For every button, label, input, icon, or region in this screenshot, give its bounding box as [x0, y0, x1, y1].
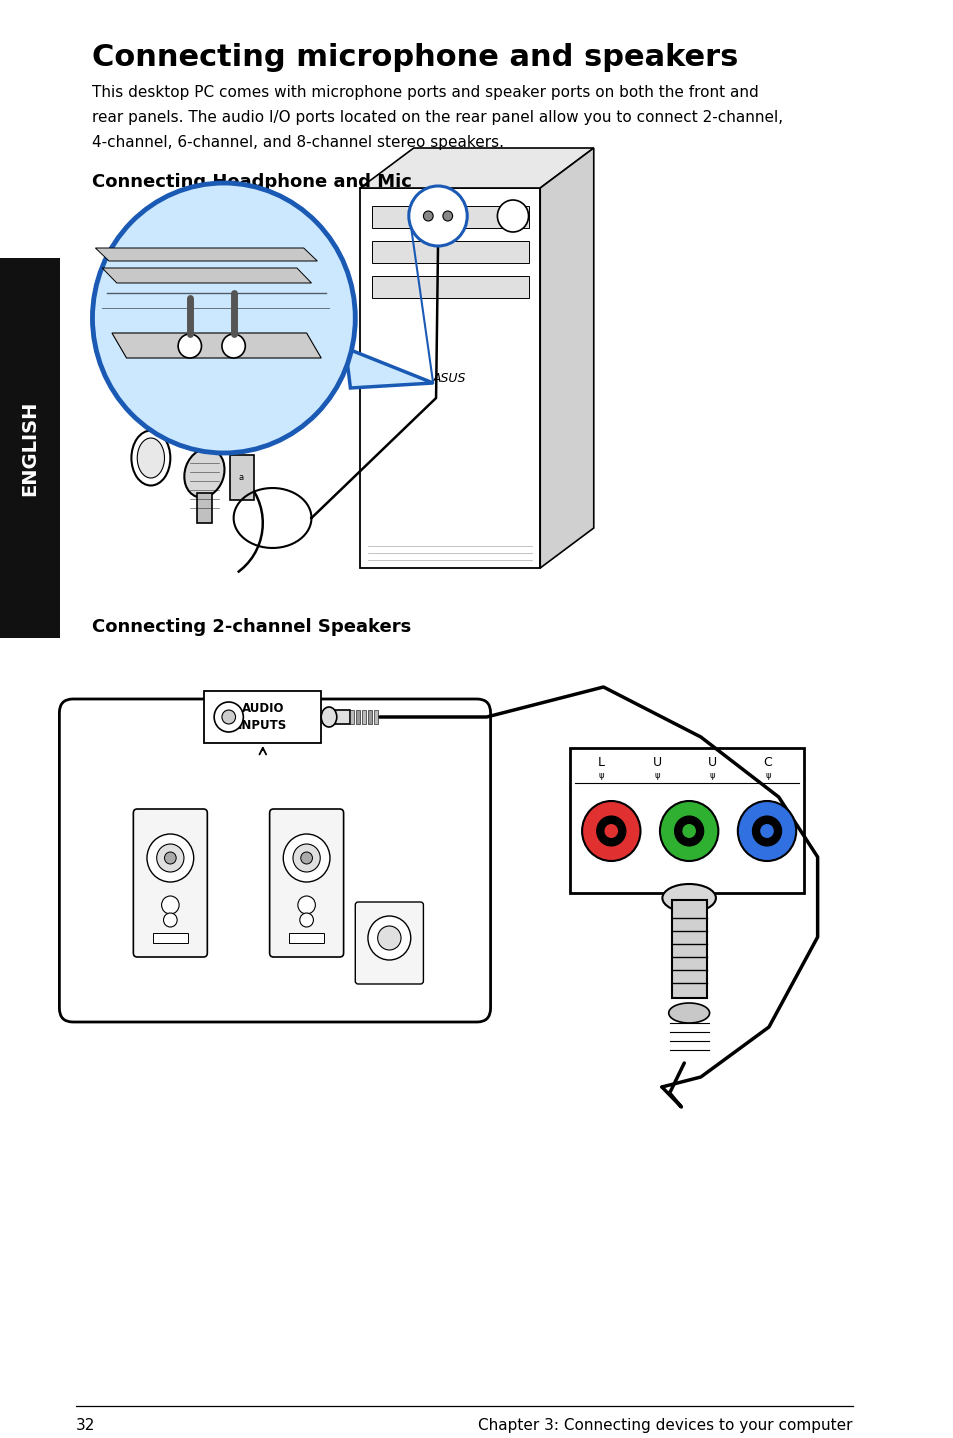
- Text: U: U: [652, 755, 660, 768]
- Circle shape: [737, 801, 796, 861]
- Text: ψ: ψ: [654, 772, 659, 781]
- Text: Connecting 2-channel Speakers: Connecting 2-channel Speakers: [92, 618, 412, 636]
- Ellipse shape: [132, 430, 171, 486]
- Circle shape: [213, 702, 243, 732]
- FancyBboxPatch shape: [133, 810, 207, 958]
- Polygon shape: [539, 148, 593, 568]
- Circle shape: [760, 824, 773, 838]
- Polygon shape: [362, 710, 366, 723]
- Text: ENGLISH: ENGLISH: [21, 400, 40, 496]
- Bar: [196, 493, 212, 523]
- Circle shape: [681, 824, 696, 838]
- Text: ψ: ψ: [764, 772, 770, 781]
- Polygon shape: [368, 710, 372, 723]
- Text: ψ: ψ: [598, 772, 603, 781]
- Circle shape: [581, 801, 639, 861]
- Text: C: C: [762, 755, 772, 768]
- Ellipse shape: [661, 884, 715, 912]
- Text: Connecting microphone and speakers: Connecting microphone and speakers: [92, 43, 738, 72]
- Text: Chapter 3: Connecting devices to your computer: Chapter 3: Connecting devices to your co…: [477, 1418, 852, 1434]
- Circle shape: [423, 211, 433, 221]
- Circle shape: [596, 815, 625, 846]
- Bar: [204, 692, 321, 743]
- Polygon shape: [355, 710, 360, 723]
- Circle shape: [161, 896, 179, 915]
- Circle shape: [752, 815, 781, 846]
- Circle shape: [368, 916, 411, 961]
- Bar: [671, 900, 706, 998]
- Polygon shape: [95, 247, 317, 262]
- Circle shape: [604, 824, 618, 838]
- Bar: [372, 206, 528, 229]
- Circle shape: [300, 851, 313, 864]
- Circle shape: [147, 834, 193, 881]
- Text: ASUS: ASUS: [433, 371, 466, 384]
- Polygon shape: [112, 334, 321, 358]
- Circle shape: [299, 913, 314, 928]
- Text: AUDIO
INPUTS: AUDIO INPUTS: [238, 702, 287, 732]
- Bar: [152, 933, 188, 943]
- Polygon shape: [350, 710, 354, 723]
- Polygon shape: [102, 267, 311, 283]
- Text: 4-channel, 6-channel, and 8-channel stereo speakers.: 4-channel, 6-channel, and 8-channel ster…: [92, 135, 504, 150]
- Text: ψ: ψ: [709, 772, 715, 781]
- Polygon shape: [345, 348, 433, 388]
- Bar: [289, 933, 324, 943]
- Ellipse shape: [321, 707, 336, 728]
- Text: U: U: [707, 755, 717, 768]
- Circle shape: [659, 801, 718, 861]
- Text: 32: 32: [76, 1418, 95, 1434]
- Circle shape: [283, 834, 330, 881]
- Text: L: L: [598, 755, 604, 768]
- Bar: [0, 257, 60, 638]
- Circle shape: [164, 851, 176, 864]
- Circle shape: [222, 710, 235, 723]
- Circle shape: [377, 926, 400, 951]
- Circle shape: [497, 200, 528, 232]
- Bar: [570, 748, 803, 893]
- Text: a: a: [238, 473, 244, 483]
- Circle shape: [409, 186, 467, 246]
- Text: Connecting Headphone and Mic: Connecting Headphone and Mic: [92, 173, 412, 191]
- FancyBboxPatch shape: [59, 699, 490, 1022]
- Circle shape: [178, 334, 201, 358]
- Circle shape: [163, 913, 177, 928]
- Polygon shape: [374, 710, 377, 723]
- Ellipse shape: [668, 1002, 709, 1022]
- Bar: [372, 242, 528, 263]
- Bar: [329, 710, 350, 723]
- Circle shape: [156, 844, 184, 871]
- Circle shape: [442, 211, 452, 221]
- Ellipse shape: [184, 449, 224, 498]
- Circle shape: [674, 815, 703, 846]
- Circle shape: [92, 183, 355, 453]
- Text: This desktop PC comes with microphone ports and speaker ports on both the front : This desktop PC comes with microphone po…: [92, 85, 759, 101]
- Text: rear panels. The audio I/O ports located on the rear panel allow you to connect : rear panels. The audio I/O ports located…: [92, 109, 782, 125]
- Ellipse shape: [137, 439, 164, 477]
- FancyBboxPatch shape: [355, 902, 423, 984]
- Circle shape: [222, 334, 245, 358]
- Bar: [372, 276, 528, 298]
- Bar: [230, 454, 253, 500]
- Circle shape: [293, 844, 320, 871]
- FancyBboxPatch shape: [270, 810, 343, 958]
- Polygon shape: [360, 148, 593, 188]
- Circle shape: [297, 896, 315, 915]
- Bar: [360, 188, 539, 568]
